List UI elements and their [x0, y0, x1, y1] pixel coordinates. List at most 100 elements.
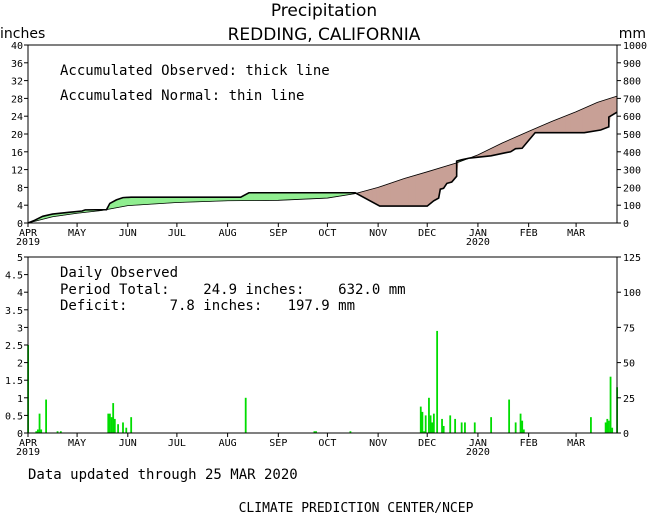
y-tick-label-left: 36: [11, 59, 23, 70]
x-tick-label-nov: NOV: [369, 228, 387, 239]
daily-bar: [45, 399, 47, 433]
daily-bar: [464, 422, 466, 433]
y-tick-label-left: 2: [17, 359, 23, 370]
daily-bar: [130, 417, 133, 433]
y-tick-label-right: 400: [623, 148, 641, 159]
y-tick-label-right: 100: [623, 288, 641, 299]
daily-bar: [423, 431, 425, 433]
daily-bar: [514, 422, 517, 433]
daily-bar: [122, 422, 124, 433]
accumulated-fill: [29, 95, 618, 223]
y-tick-label-right: 25: [623, 394, 635, 405]
daily-bar: [38, 413, 41, 433]
daily-bar: [424, 415, 427, 433]
y-tick-label-right: 50: [623, 359, 635, 370]
y-tick-label-left: 28: [11, 94, 23, 105]
daily-bar: [428, 397, 430, 433]
period-total-label: Period Total: 24.9 inches: 632.0 mm: [60, 282, 406, 298]
daily-bar: [441, 418, 443, 433]
daily-bar: [611, 427, 614, 433]
y-tick-label-right: 1000: [623, 41, 647, 52]
daily-bar: [508, 399, 511, 433]
y-tick-label-right: 500: [623, 130, 641, 141]
chart-title: Precipitation: [271, 1, 377, 21]
chart-subtitle: REDDING, CALIFORNIA: [228, 25, 421, 45]
daily-bar: [608, 420, 610, 433]
y-tick-label-left: 12: [11, 166, 23, 177]
daily-bar: [432, 413, 435, 433]
daily-bar: [449, 415, 452, 433]
y-tick-label-left: 3.5: [5, 306, 23, 317]
daily-bar: [522, 429, 525, 433]
daily-bar: [473, 422, 476, 433]
y-tick-label-left: 0: [17, 219, 23, 230]
y-tick-label-right: 900: [623, 59, 641, 70]
y-tick-label-left: 4.5: [5, 271, 23, 282]
y-tick-label-left: 20: [11, 130, 23, 141]
deficit-label: Deficit: 7.8 inches: 197.9 mm: [60, 298, 355, 314]
x-tick-label-mar: MAR: [567, 228, 586, 239]
x-tick-label-oct: OCT: [318, 438, 336, 449]
y-tick-label-left: 5: [17, 253, 23, 264]
y-tick-label-right: 700: [623, 94, 641, 105]
y-tick-label-right: 200: [623, 183, 641, 194]
y-tick-label-left: 32: [11, 77, 23, 88]
x-tick-label-feb: FEB: [520, 228, 538, 239]
y-tick-label-left: 0.5: [5, 411, 23, 422]
daily-observed-label: Daily Observed: [60, 265, 178, 281]
y-tick-label-right: 600: [623, 112, 641, 123]
x-tick-label-aug: AUG: [219, 438, 237, 449]
y-tick-label-right: 100: [623, 201, 641, 212]
x-tick-label-sep: SEP: [269, 228, 287, 239]
credit-line: CLIMATE PREDICTION CENTER/NCEP: [239, 501, 474, 516]
y-tick-label-left: 4: [17, 201, 23, 212]
x-tick-label-jan: JAN: [469, 438, 487, 449]
y-tick-label-right: 800: [623, 77, 641, 88]
daily-bar: [313, 431, 316, 433]
daily-bar: [125, 427, 128, 433]
daily-bar: [113, 418, 116, 433]
daily-bar: [35, 431, 38, 433]
daily-bar: [490, 417, 493, 433]
x-tick-label-jul: JUL: [168, 438, 186, 449]
y-tick-label-left: 16: [11, 148, 23, 159]
y-tick-label-left: 1.5: [5, 376, 23, 387]
daily-bar: [56, 431, 59, 433]
x-year-label-2019: 2019: [16, 237, 40, 248]
daily-bar: [315, 431, 317, 433]
daily-bar: [519, 413, 522, 433]
x-tick-label-jun: JUN: [119, 438, 137, 449]
daily-bar: [117, 424, 119, 433]
daily-bar: [421, 411, 424, 433]
x-tick-label-jan: JAN: [469, 228, 487, 239]
daily-bar: [609, 376, 612, 433]
normal-line: [27, 95, 618, 224]
daily-bar: [349, 431, 352, 433]
daily-bar: [606, 418, 609, 433]
y-tick-label-right: 0: [623, 219, 629, 230]
daily-bar: [429, 415, 432, 433]
x-tick-label-may: MAY: [68, 228, 86, 239]
x-year-label-2020: 2020: [466, 237, 490, 248]
daily-bar: [110, 417, 113, 433]
y-tick-label-left: 0: [17, 429, 23, 440]
y-tick-label-left: 24: [11, 112, 23, 123]
x-tick-label-jul: JUL: [168, 228, 186, 239]
daily-bar: [112, 403, 115, 433]
x-tick-label-nov: NOV: [369, 438, 387, 449]
accumulated-panel: 0481216202428323640010020030040050060070…: [11, 41, 647, 248]
daily-bar: [442, 425, 445, 433]
daily-bar: [454, 418, 457, 433]
top-legend-line-1: Accumulated Observed: thick line: [60, 63, 330, 79]
y-tick-label-left: 4: [17, 288, 23, 299]
y-tick-label-left: 2.5: [5, 341, 23, 352]
x-tick-label-oct: OCT: [318, 228, 336, 239]
daily-bar: [244, 397, 247, 433]
x-tick-label-aug: AUG: [219, 228, 237, 239]
x-tick-label-may: MAY: [68, 438, 86, 449]
data-updated-note: Data updated through 25 MAR 2020: [28, 467, 298, 483]
x-tick-label-feb: FEB: [520, 438, 538, 449]
x-tick-label-sep: SEP: [269, 438, 287, 449]
top-legend-line-2: Accumulated Normal: thin line: [60, 88, 304, 104]
